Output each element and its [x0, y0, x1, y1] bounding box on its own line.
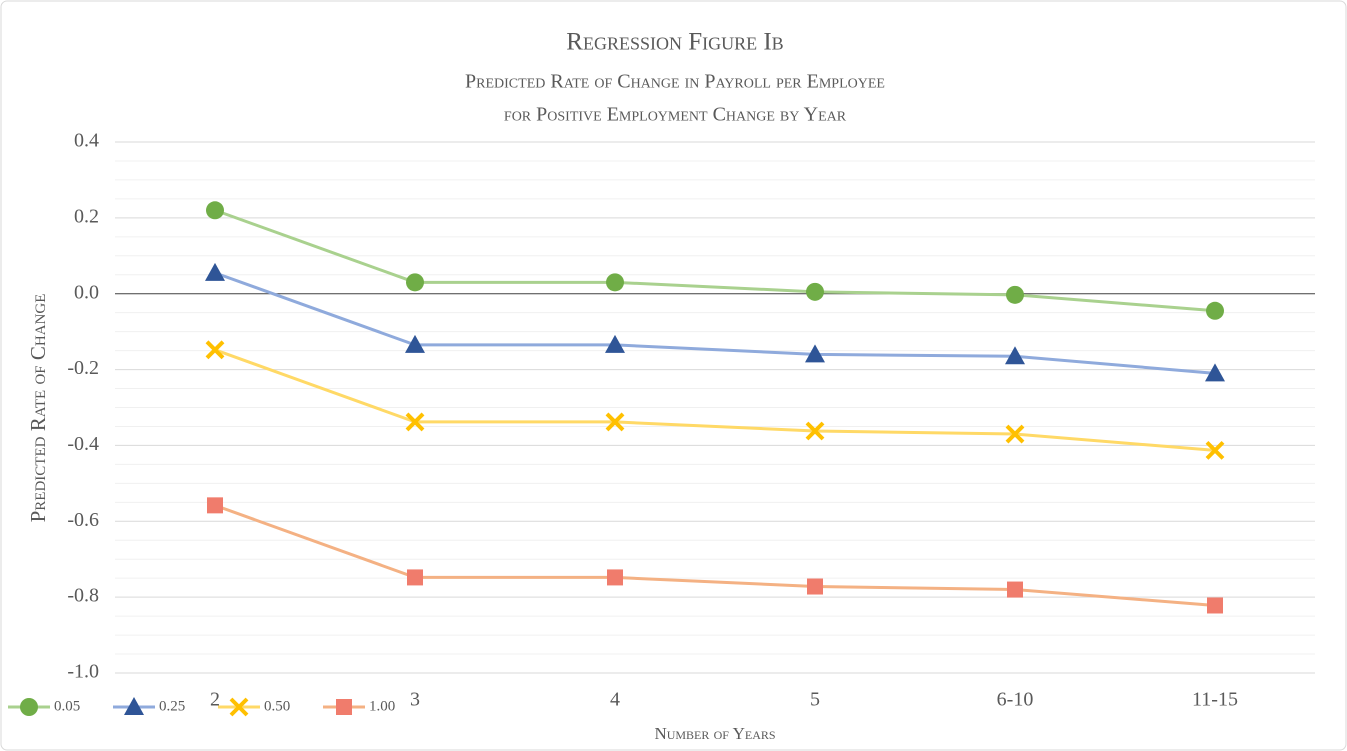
x-tick-label: 3: [410, 689, 420, 711]
marker: [207, 497, 223, 514]
marker: [205, 262, 225, 281]
marker: [805, 421, 825, 441]
marker: [407, 569, 423, 586]
marker: [1205, 440, 1225, 460]
y-tick-label: -0.4: [67, 433, 99, 455]
marker: [405, 412, 425, 432]
chart-subtitle: for Positive Employment Change by Year: [504, 104, 847, 126]
marker: [205, 340, 225, 360]
marker: [806, 282, 824, 301]
x-tick-label: 4: [610, 689, 620, 711]
series-line: [214, 271, 1216, 375]
legend-label: 0.25: [159, 698, 185, 714]
x-tick-label: 6-10: [997, 689, 1034, 711]
marker: [20, 698, 38, 716]
series-line: [214, 208, 1216, 313]
legend-label: 0.50: [264, 698, 290, 714]
marker: [206, 201, 224, 220]
marker: [606, 273, 624, 292]
legend-label: 0.05: [54, 698, 80, 714]
marker: [406, 273, 424, 292]
x-tick-label: 5: [810, 689, 820, 711]
y-tick-label: 0.2: [74, 205, 99, 227]
y-tick-label: -1.0: [67, 661, 99, 683]
x-axis-label: Number of Years: [654, 724, 775, 743]
y-tick-label: -0.6: [67, 509, 99, 531]
marker: [805, 344, 825, 363]
marker: [605, 334, 625, 353]
marker: [1007, 581, 1023, 598]
x-tick-label: 2: [210, 689, 220, 711]
series-line: [214, 503, 1216, 607]
marker: [807, 578, 823, 595]
y-tick-label: -0.8: [67, 585, 99, 607]
marker: [1206, 301, 1224, 320]
marker: [229, 697, 249, 717]
marker: [405, 334, 425, 353]
y-tick-label: 0.4: [74, 130, 99, 152]
marker: [1205, 363, 1225, 382]
chart-subtitle: Predicted Rate of Change in Payroll per …: [465, 71, 885, 93]
marker: [605, 412, 625, 432]
legend-label: 1.00: [369, 698, 395, 714]
chart-title: Regression Figure Ib: [566, 29, 783, 56]
marker: [1005, 346, 1025, 365]
marker: [124, 697, 144, 715]
marker: [1207, 597, 1223, 614]
marker: [1006, 285, 1024, 304]
marker: [607, 569, 623, 586]
series-line: [214, 348, 1216, 452]
marker: [1005, 424, 1025, 444]
y-tick-label: 0.0: [74, 281, 99, 303]
y-axis-label: Predicted Rate of Change: [26, 294, 50, 523]
y-tick-label: -0.2: [67, 357, 99, 379]
x-tick-label: 11-15: [1192, 689, 1238, 711]
marker: [336, 699, 352, 715]
